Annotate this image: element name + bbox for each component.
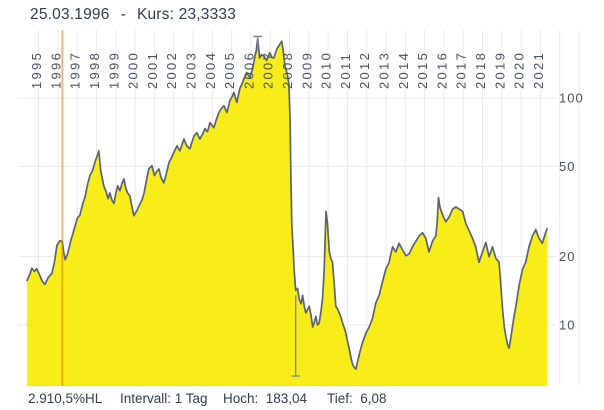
status-interval: Intervall: 1 Tag [120,391,208,406]
svg-text:2013: 2013 [377,51,392,89]
svg-text:2016: 2016 [434,51,449,89]
svg-text:2002: 2002 [164,51,179,89]
svg-text:2007: 2007 [261,51,276,89]
svg-text:1999: 1999 [106,51,121,89]
svg-text:2004: 2004 [203,51,218,89]
svg-text:2019: 2019 [492,51,507,89]
svg-text:2006: 2006 [241,51,256,89]
area-series [26,38,548,387]
svg-text:10: 10 [559,318,575,333]
chart-title: 25.03.1996 - Kurs: 23,3333 [30,6,236,24]
price-line [26,37,549,370]
title-separator: - [120,6,126,23]
kurs-value-text: Kurs: 23,3333 [136,6,237,23]
status-bar: 2.910,5%HL Intervall: 1 Tag Hoch: 183,04… [0,391,604,410]
svg-text:2010: 2010 [319,51,334,89]
svg-text:100: 100 [559,91,584,106]
status-tief: Tief: 6,08 [327,391,387,406]
svg-text:20: 20 [559,249,575,264]
svg-text:2012: 2012 [357,51,372,89]
svg-text:2020: 2020 [512,51,527,89]
status-hoch: Hoch: 183,04 [223,391,308,406]
tief-marker [291,295,300,377]
svg-text:2021: 2021 [531,51,546,89]
value-axis-labels: 100 50 20 10 [559,91,584,333]
hoch-marker [253,35,263,51]
svg-text:2008: 2008 [280,51,295,89]
svg-text:1996: 1996 [48,51,63,89]
svg-text:2005: 2005 [222,51,237,89]
year-axis-labels: 1995 1996 1997 1998 1999 2000 2001 2002 2003 2004… [29,51,546,89]
svg-text:2018: 2018 [473,51,488,89]
svg-text:2003: 2003 [184,51,199,89]
svg-text:2014: 2014 [396,51,411,89]
selected-date-text: 25.03.1996 [30,6,110,23]
svg-text:2011: 2011 [338,52,353,89]
svg-text:2000: 2000 [126,51,141,89]
status-change-percent: 2.910,5%HL [28,391,103,406]
svg-text:2001: 2001 [145,51,160,89]
svg-text:1998: 1998 [87,51,102,89]
svg-text:2015: 2015 [415,51,430,89]
svg-text:50: 50 [559,159,575,174]
svg-text:1995: 1995 [29,51,44,89]
svg-text:2017: 2017 [454,51,469,89]
svg-text:1997: 1997 [68,51,83,89]
svg-text:2009: 2009 [299,51,314,89]
